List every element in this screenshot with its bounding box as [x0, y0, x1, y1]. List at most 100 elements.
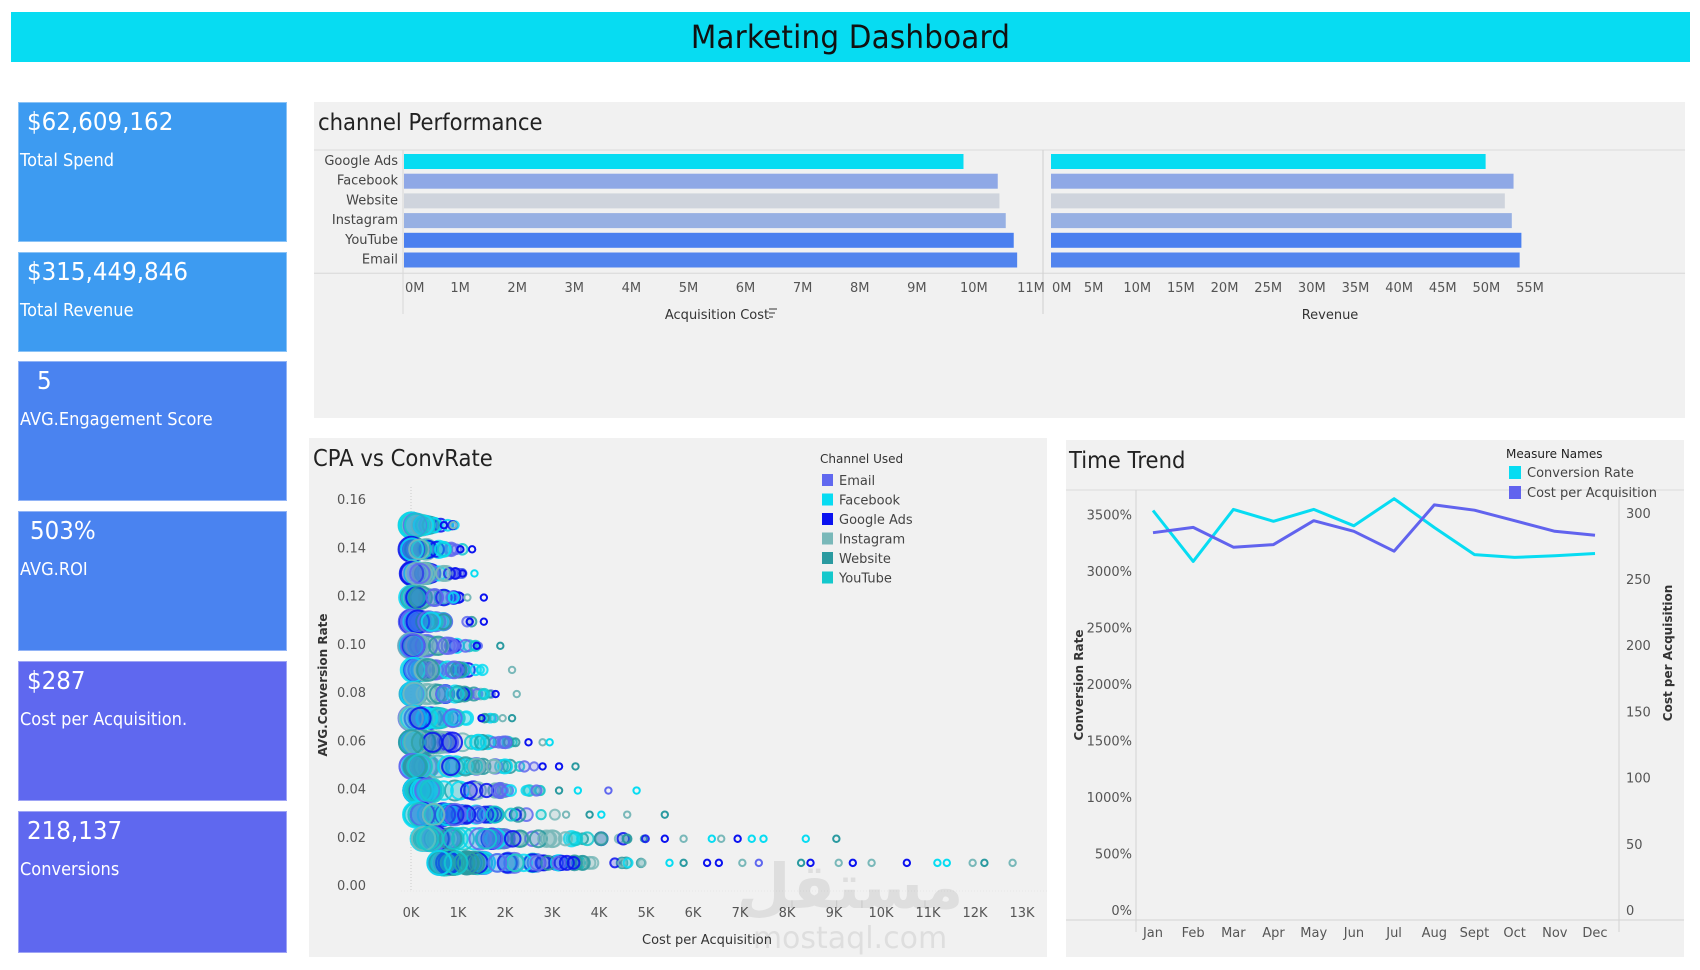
scatter-point: [538, 738, 547, 747]
x-tick-label: 11K: [915, 906, 941, 921]
x-tick-label: 4M: [622, 281, 642, 296]
y-right-tick-label: 150: [1626, 705, 1651, 720]
x-tick-label: 12K: [962, 906, 988, 921]
x-tick-label: 4K: [591, 906, 608, 921]
kpi-value: 503%: [30, 516, 96, 545]
y-tick-label: 2000%: [1087, 678, 1132, 693]
kpi-value: 218,137: [27, 816, 123, 845]
dashboard-title: Marketing Dashboard: [690, 18, 1011, 56]
x-tick-label: Sept: [1460, 926, 1490, 941]
scatter-point: [465, 617, 474, 626]
x-tick-label: 40M: [1385, 281, 1413, 296]
scatter-point: [408, 538, 430, 561]
x-tick-label: 1K: [450, 906, 467, 921]
x-axis-title: Revenue: [1302, 308, 1359, 323]
scatter-point: [477, 713, 486, 723]
scatter-point: [485, 758, 502, 775]
scatter-point: [468, 827, 492, 851]
scatter-point: [421, 731, 444, 753]
scatter-point: [463, 593, 472, 602]
scatter-point: [623, 810, 632, 819]
scatter-point: [481, 828, 504, 850]
scatter-point: [399, 632, 426, 659]
scatter-point: [679, 858, 688, 868]
line-conversion-rate: [1151, 497, 1596, 563]
scatter-point: [479, 617, 489, 626]
scatter-point: [867, 858, 876, 868]
legend-title: Measure Names: [1506, 447, 1602, 461]
scatter-point: [436, 731, 459, 754]
scatter-point: [707, 834, 716, 843]
x-tick-label: 5K: [638, 906, 655, 921]
scatter-point: [545, 738, 554, 747]
scatter-point: [557, 831, 573, 847]
scatter-title: CPA vs ConvRate: [313, 446, 493, 472]
x-tick-label: 0M: [405, 281, 425, 296]
scatter-point: [448, 686, 465, 702]
scatter-point: [497, 758, 514, 775]
scatter-point: [933, 858, 942, 868]
scatter-point: [679, 834, 688, 843]
legend-label: Facebook: [839, 494, 901, 509]
scatter-point: [529, 854, 547, 872]
scatter-point: [604, 786, 613, 795]
scatter-point: [568, 831, 584, 847]
kpi-card-avg-roi: 503% AVG.ROI: [18, 511, 287, 651]
bar-google-ads: [404, 154, 964, 169]
scatter-point: [507, 665, 517, 675]
x-tick-label: Dec: [1582, 926, 1607, 941]
x-axis-title: Cost per Acquisition: [642, 933, 772, 948]
scatter-point: [442, 827, 465, 850]
kpi-label: Conversions: [20, 859, 120, 880]
kpi-label: AVG.ROI: [20, 559, 88, 580]
y-tick-label: 0.12: [337, 590, 366, 605]
x-tick-label: 0M: [1052, 281, 1072, 296]
scatter-point: [434, 540, 452, 558]
kpi-value: $62,609,162: [27, 107, 174, 136]
scatter-point: [806, 858, 815, 868]
category-label: Google Ads: [324, 154, 398, 169]
scatter-point: [622, 857, 634, 869]
scatter-point: [426, 849, 453, 876]
y-tick-label: 0.16: [337, 493, 366, 508]
scatter-points: [397, 511, 1017, 877]
scatter-point: [479, 593, 489, 602]
scatter-point: [439, 521, 449, 530]
category-label: Facebook: [337, 174, 399, 189]
scatter-point: [848, 858, 857, 868]
x-tick-label: 9M: [907, 281, 927, 296]
scatter-point: [507, 713, 517, 723]
y-right-axis-title: Cost per Acquisition: [1661, 585, 1675, 721]
x-tick-label: Nov: [1542, 926, 1568, 941]
bar-facebook: [404, 173, 998, 189]
cpa-vs-convrate-panel: CPA vs ConvRate 0.00 0.02 0.04 0.06 0.08 0.10…: [309, 438, 1047, 957]
dashboard-header: Marketing Dashboard: [11, 12, 1690, 62]
scatter-point: [459, 781, 478, 800]
y-right-tick-label: 50: [1626, 838, 1643, 853]
scatter-point: [832, 834, 841, 843]
scatter-point: [419, 779, 443, 802]
scatter-point: [498, 713, 507, 723]
x-tick-label: 6K: [685, 906, 702, 921]
kpi-card-conversions: 218,137 Conversions: [18, 811, 287, 953]
scatter-point: [491, 689, 500, 699]
scatter-point: [421, 802, 446, 827]
x-tick-label: 11M: [1017, 281, 1045, 296]
scatter-point: [460, 850, 486, 875]
scatter-point: [408, 706, 432, 730]
scatter-point: [444, 660, 464, 680]
x-tick-label: Feb: [1182, 926, 1205, 941]
scatter-point: [660, 810, 669, 819]
channel-performance-title: channel Performance: [318, 110, 543, 136]
scatter-point: [759, 834, 768, 843]
scatter-point: [458, 638, 473, 653]
kpi-card-avg-engagement-score: 5 AVG.Engagement Score: [18, 361, 287, 501]
x-tick-label: 50M: [1472, 281, 1500, 296]
bar-website: [1051, 193, 1505, 209]
time-trend-title: Time Trend: [1069, 448, 1186, 474]
x-tick-label: 7K: [732, 906, 749, 921]
kpi-value: 5: [37, 366, 52, 395]
y-tick-label: 0.06: [337, 734, 366, 749]
category-label: YouTube: [344, 233, 398, 248]
y-tick-label: 0.08: [337, 686, 366, 701]
